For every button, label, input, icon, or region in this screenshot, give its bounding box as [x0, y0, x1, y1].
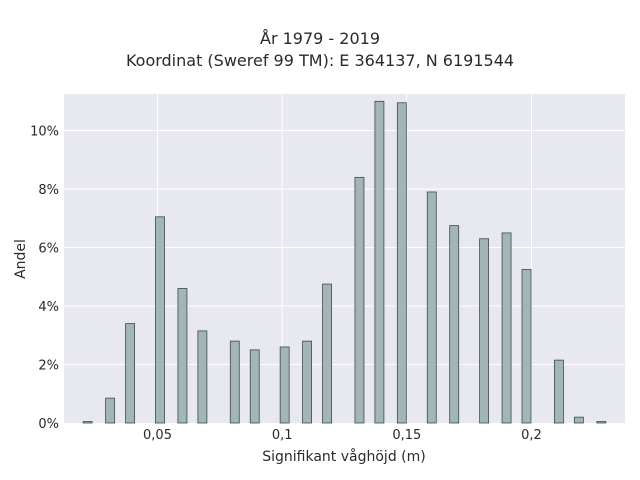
histogram-bar: [521, 269, 532, 424]
y-axis-title: Andel: [13, 239, 29, 279]
x-tick-label: 0,1: [272, 428, 293, 443]
histogram-bar: [125, 323, 135, 424]
histogram-bar: [155, 216, 165, 424]
x-tick-label: 0,2: [521, 428, 542, 443]
bar-layer: [82, 100, 607, 424]
histogram-bar: [573, 416, 584, 424]
histogram-bar: [479, 238, 490, 424]
histogram-bar: [279, 346, 290, 424]
histogram-bar: [229, 340, 240, 424]
x-tick-label: 0,05: [143, 428, 172, 443]
histogram-bar: [322, 283, 332, 424]
histogram-bar: [449, 225, 460, 424]
chart-title-line-1: År 1979 - 2019: [260, 29, 380, 48]
histogram-bar: [426, 191, 437, 424]
y-tick-label: 4%: [38, 300, 59, 315]
y-tick-label: 2%: [38, 359, 59, 374]
chart-title-line-2: Koordinat (Sweref 99 TM): E 364137, N 61…: [125, 51, 515, 70]
y-tick-label: 0%: [38, 417, 59, 432]
y-tick-label: 8%: [38, 183, 59, 198]
y-tick-label: 10%: [30, 125, 59, 140]
histogram-bar: [374, 100, 385, 424]
histogram-bar: [354, 176, 365, 424]
tick-label-layer: 0% 2% 4% 6% 8% 10% 0,05 0,1 0,15 0,2: [30, 125, 542, 443]
histogram-bar: [501, 232, 512, 424]
histogram-bar: [197, 330, 208, 424]
histogram-bar: [302, 340, 313, 424]
histogram-bar: [177, 288, 188, 424]
histogram-bar: [396, 102, 407, 424]
histogram-bar: [249, 349, 260, 424]
histogram-bar: [82, 421, 93, 424]
histogram-bar: [554, 359, 564, 424]
plot-area: [64, 94, 625, 423]
x-tick-label: 0,15: [392, 428, 421, 443]
x-axis-title: Signifikant våghöjd (m): [262, 448, 425, 465]
y-tick-label: 6%: [38, 242, 59, 257]
histogram-bar: [105, 397, 116, 424]
histogram-bar: [596, 421, 607, 424]
